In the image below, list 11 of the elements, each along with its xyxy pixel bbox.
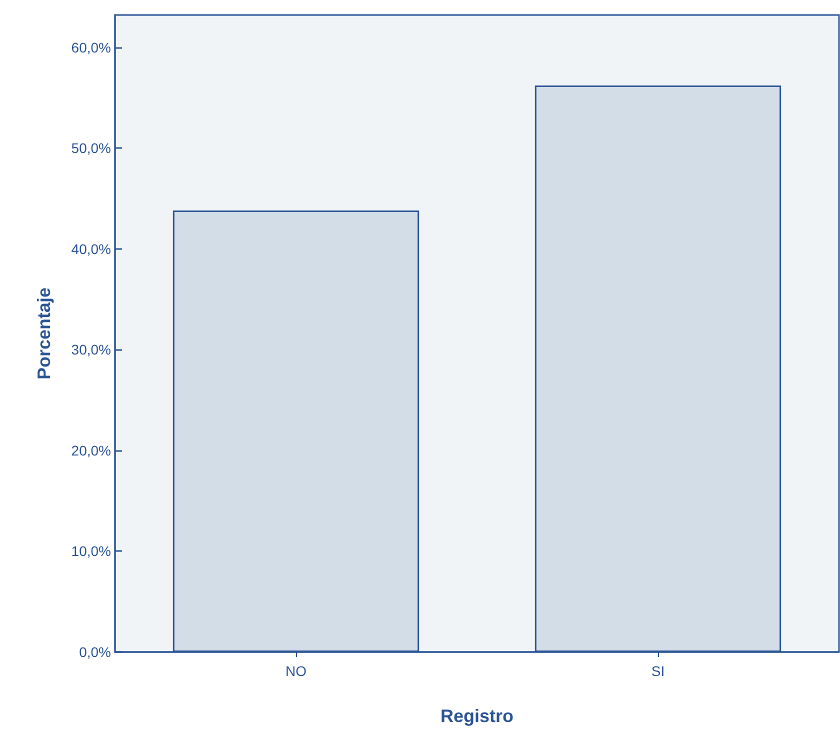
- y-axis-title: Porcentaje: [34, 287, 54, 380]
- x-tick-label: SI: [651, 663, 665, 679]
- y-tick-label: 30,0%: [71, 342, 111, 358]
- y-tick-label: 60,0%: [71, 39, 111, 56]
- y-tick-label: 0,0%: [79, 644, 111, 660]
- y-tick-label: 20,0%: [71, 442, 111, 458]
- y-tick-label: 50,0%: [71, 140, 111, 156]
- x-axis-title: Registro: [440, 706, 514, 726]
- y-tick-label: 40,0%: [71, 240, 111, 257]
- y-tick-label: 10,0%: [71, 543, 111, 560]
- x-tick-label: NO: [286, 663, 307, 679]
